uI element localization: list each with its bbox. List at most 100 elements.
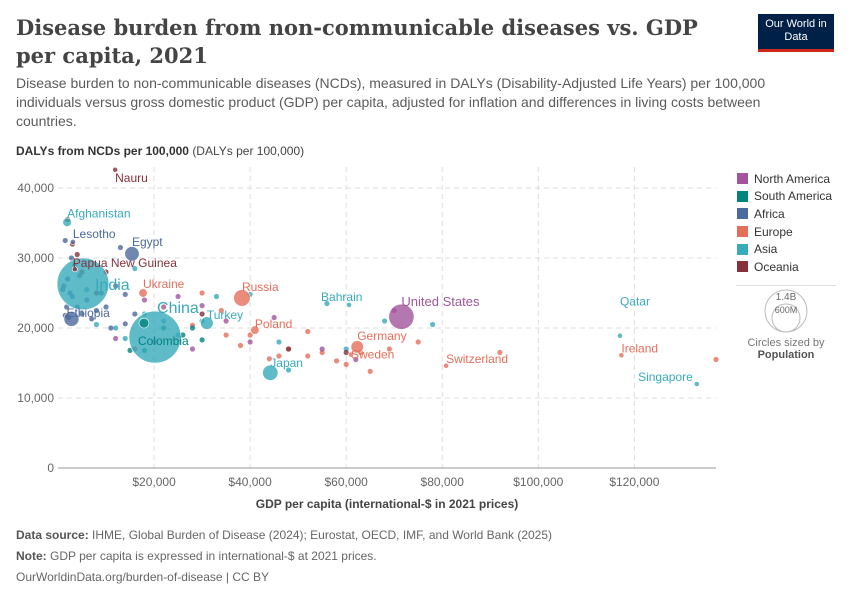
legend-label: Oceania <box>754 259 799 274</box>
point-label: Qatar <box>620 295 650 309</box>
data-point <box>113 325 119 331</box>
point-label: Ethiopia <box>66 306 110 320</box>
size-legend-max: 1.4B <box>776 292 797 303</box>
data-point <box>79 311 85 317</box>
data-point <box>276 353 282 359</box>
data-point <box>122 321 128 327</box>
data-point-qatar <box>617 332 623 339</box>
point-label: Sweden <box>351 348 394 362</box>
point-label: Colombia <box>138 334 189 348</box>
legend-item-south-america[interactable]: South America <box>737 188 832 206</box>
data-point-ethiopia <box>63 311 80 327</box>
data-point <box>367 368 373 374</box>
data-point <box>62 237 68 244</box>
data-point <box>430 321 436 328</box>
point-label: Turkey <box>207 308 243 322</box>
data-point <box>271 314 277 321</box>
legend-item-europe[interactable]: Europe <box>737 223 832 241</box>
data-point-japan <box>262 364 279 381</box>
data-point <box>189 325 196 331</box>
data-point <box>276 339 282 345</box>
size-legend-variable: Population <box>757 349 815 361</box>
legend-item-north-america[interactable]: North America <box>737 170 832 188</box>
x-tick-label: $40,000 <box>228 475 272 489</box>
legend-label: Africa <box>754 206 785 221</box>
source-link[interactable]: OurWorldinData.org/burden-of-disease | C… <box>16 570 270 584</box>
x-axis-title: GDP per capita (international-$ in 2021 … <box>256 497 519 511</box>
y-tick-label: 30,000 <box>17 251 54 265</box>
legend-label: South America <box>754 189 833 204</box>
legend-swatch <box>737 173 748 185</box>
data-point-united-states <box>388 303 415 330</box>
point-label: Egypt <box>132 235 163 249</box>
chart-title: Disease burden from non-communicable dis… <box>16 15 698 68</box>
data-point <box>223 318 229 324</box>
data-point-russia <box>233 289 251 307</box>
data-point <box>415 339 421 345</box>
x-tick-label: $60,000 <box>324 475 368 489</box>
data-point <box>175 293 181 300</box>
point-label: Nauru <box>115 171 148 185</box>
data-point <box>113 283 119 289</box>
note-label: Note: <box>16 549 47 563</box>
point-label: Bahrain <box>321 290 362 304</box>
size-legend-mid: 600M <box>775 305 798 315</box>
y-axis-label: DALYs from NCDs per 100,000 (DALYs per 1… <box>16 144 304 158</box>
data-point <box>213 293 220 300</box>
data-point <box>199 303 205 309</box>
legend-item-asia[interactable]: Asia <box>737 240 832 258</box>
point-label: Russia <box>242 280 279 294</box>
data-point <box>305 328 311 335</box>
legend-label: North America <box>754 171 831 186</box>
data-point <box>247 339 253 345</box>
data-point <box>74 251 80 258</box>
data-point-india <box>56 257 110 311</box>
data-point <box>89 316 95 322</box>
y-tick-label: 0 <box>47 461 54 475</box>
data-point-egypt <box>124 246 140 262</box>
data-point <box>324 300 330 307</box>
point-label: Ukraine <box>143 277 185 291</box>
x-tick-label: $100,000 <box>513 475 563 489</box>
legend-swatch <box>737 208 748 220</box>
note: Note: GDP per capita is expressed in int… <box>16 549 377 563</box>
data-point <box>199 337 205 343</box>
legend-label: Europe <box>754 224 793 239</box>
data-point <box>386 346 393 352</box>
data-point <box>161 304 167 310</box>
data-point <box>122 335 128 342</box>
size-legend-circles: 1.4B 600M <box>764 289 808 333</box>
data-point <box>127 347 133 353</box>
legend-item-oceania[interactable]: Oceania <box>737 258 832 276</box>
data-point <box>132 265 138 272</box>
point-label: Lesotho <box>73 227 116 241</box>
data-point-lesotho <box>69 238 76 245</box>
data-point <box>180 332 186 338</box>
owid-logo[interactable]: Our World in Data <box>758 14 834 52</box>
data-point-turkey <box>200 316 214 330</box>
data-point <box>266 356 272 362</box>
size-legend: 1.4B 600M Circles sized by Population <box>736 285 836 361</box>
legend-label: Asia <box>754 242 778 257</box>
legend-swatch <box>737 190 748 202</box>
source-label: Data source: <box>16 528 89 542</box>
legend-item-africa[interactable]: Africa <box>737 205 832 223</box>
data-point-ireland <box>618 352 625 359</box>
data-point <box>247 332 253 338</box>
data-point <box>64 304 70 310</box>
data-point <box>132 311 138 317</box>
region-legend: North America South America Africa Europe As… <box>737 170 832 276</box>
data-point-singapore <box>693 381 700 387</box>
data-point <box>343 361 349 367</box>
data-point <box>381 318 388 324</box>
data-source: Data source: IHME, Global Burden of Dise… <box>16 528 552 542</box>
chart-subtitle: Disease burden to non-communicable disea… <box>16 75 766 129</box>
point-label: Japan <box>270 356 303 370</box>
data-point-papua-new-guinea <box>71 266 78 273</box>
data-point-nauru <box>112 166 119 173</box>
x-tick-label: $20,000 <box>132 475 176 489</box>
data-point <box>199 290 205 296</box>
data-point <box>122 291 128 297</box>
